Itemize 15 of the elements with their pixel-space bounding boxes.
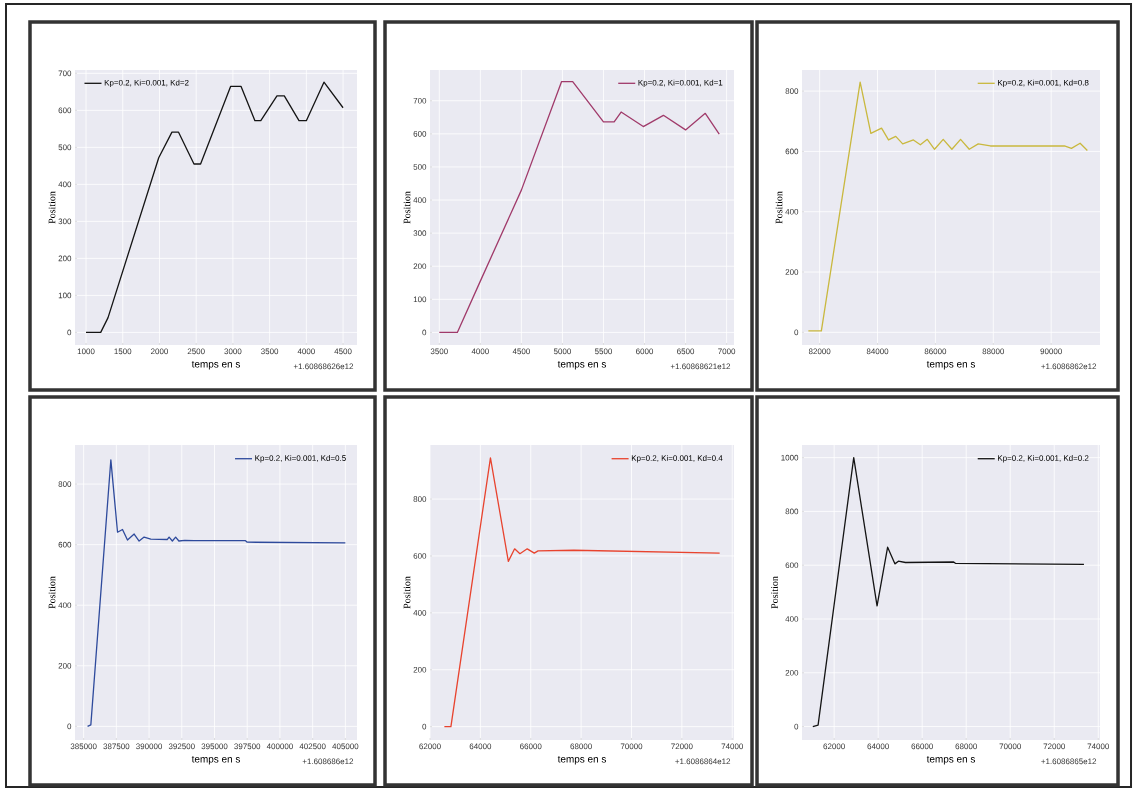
x-axis-title: temps en s: [191, 756, 240, 765]
line-series: [443, 457, 721, 728]
x-axis-title: temps en s: [557, 756, 606, 765]
x-axis-title: temps en s: [191, 361, 240, 370]
y-axis-title: Position: [48, 191, 56, 224]
y-axis-title: Position: [403, 191, 411, 224]
x-axis-title: temps en s: [926, 756, 976, 765]
y-axis-title: Position: [403, 576, 411, 609]
y-axis-title: Position: [771, 576, 778, 609]
x-axis-title: temps en s: [557, 361, 606, 370]
y-axis-title: Position: [775, 191, 783, 224]
line-series: [85, 81, 344, 334]
x-axis-title: temps en s: [926, 361, 976, 370]
line-series: [807, 81, 1088, 332]
y-axis-title: Position: [48, 576, 56, 609]
